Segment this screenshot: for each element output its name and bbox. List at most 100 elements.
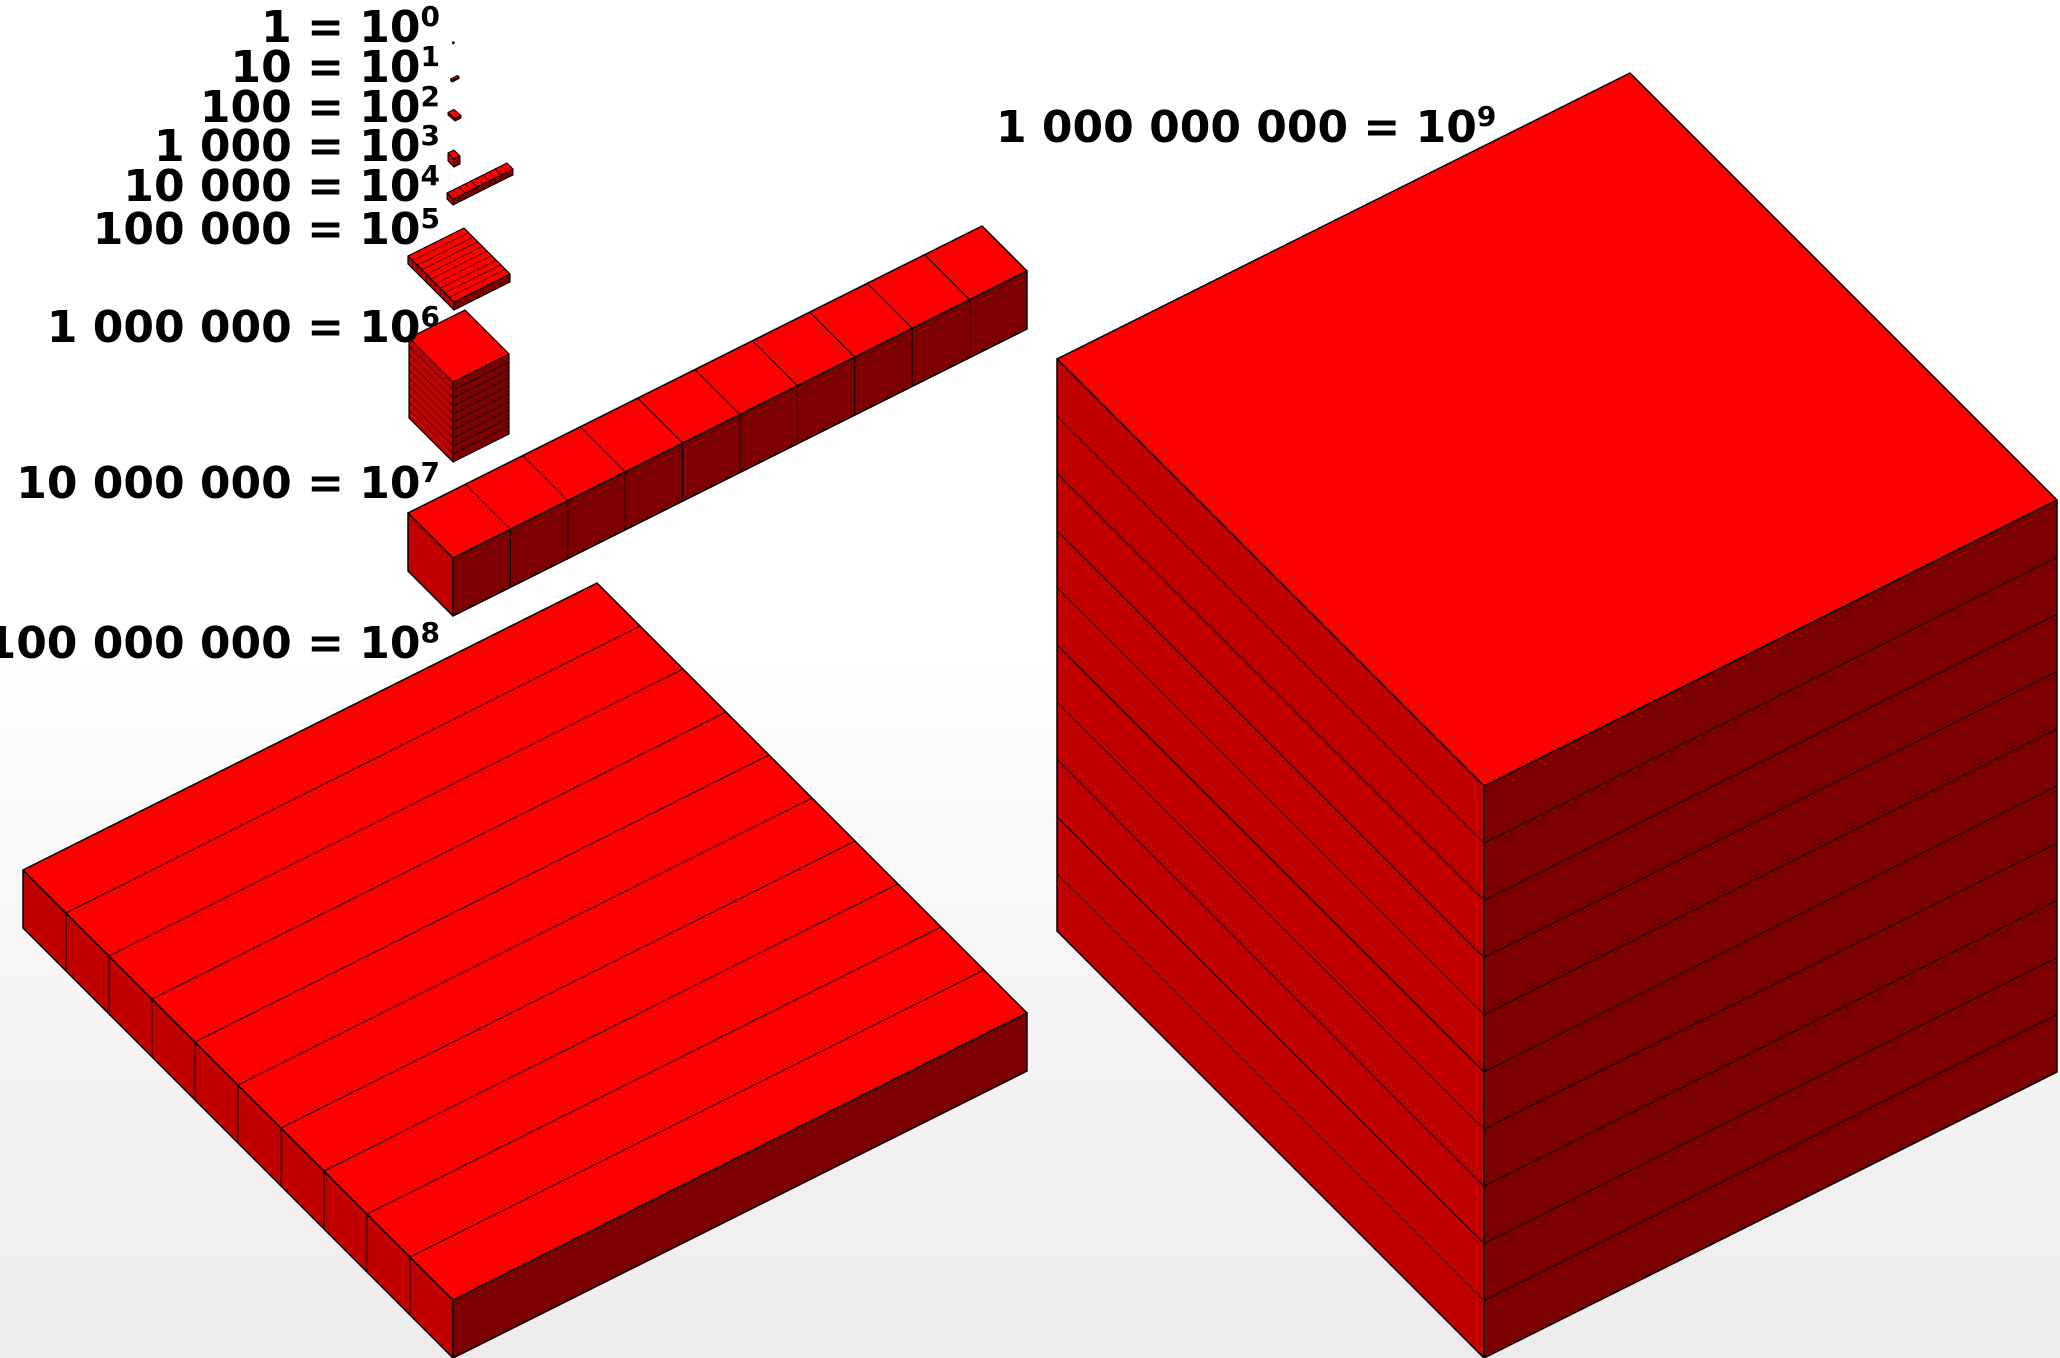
- label-10-pow-6-base: 10: [359, 302, 420, 353]
- block-10-pow-9-layer-line: [1056, 759, 1485, 1187]
- block-10-pow-7-unit-line: [809, 311, 856, 358]
- label-10-pow-4-base: 10: [359, 161, 420, 212]
- blocks-layer: [22, 41, 2058, 1358]
- block-10-pow-6-top-face: [408, 309, 510, 383]
- label-10-pow-8-exp: 8: [421, 616, 440, 649]
- label-10-pow-7: 10 000 000 = 107: [16, 456, 440, 509]
- block-10-pow-6-layer-line: [452, 409, 510, 439]
- block-10-pow-5-unit-line: [435, 255, 492, 284]
- block-10-pow-4-unit-line: [470, 180, 478, 188]
- block-10-pow-7-unit-line: [637, 397, 683, 444]
- block-10-pow-9-layer-line: [1483, 613, 2058, 901]
- block-10-pow-5-unit-line: [426, 246, 483, 275]
- block-10-pow-9-layer-line: [1483, 957, 2058, 1245]
- block-10-pow-5-unit-line: [430, 250, 488, 280]
- block-10-pow-9-layer-line: [1056, 473, 1485, 901]
- block-10-pow-9-layer-line: [1483, 728, 2058, 1016]
- block-10-pow-9-layer-line: [1483, 899, 2058, 1187]
- label-10-pow-9-exp: 9: [1477, 100, 1496, 133]
- block-10-pow-9-layer-line: [1056, 873, 1485, 1302]
- block-10-pow-6-layer-line: [452, 425, 510, 455]
- label-10-pow-4-value: 10 000: [123, 161, 291, 212]
- block-10-pow-4-unit-line: [494, 168, 502, 176]
- label-10-pow-3-base: 10: [359, 121, 420, 172]
- block-10-pow-6-layer-line: [452, 385, 510, 415]
- block-10-pow-7-unit-line: [924, 254, 970, 301]
- label-10-pow-7-value: 10 000 000: [16, 458, 292, 509]
- block-10-pow-6-layer-line: [452, 393, 510, 423]
- labels-layer: 1 = 100 10 = 101 100 = 102 1 000 = 103 1…: [0, 0, 1496, 669]
- block-10-pow-6-layer-line: [408, 409, 454, 455]
- block-10-pow-9-layer-line: [1056, 587, 1485, 1016]
- block-10-pow-9-layer-line: [1056, 701, 1485, 1130]
- label-10-pow-1-value: 10: [231, 42, 292, 93]
- block-10-pow-4-unit-line: [482, 174, 490, 182]
- block-10-pow-6-layer-line: [452, 417, 510, 447]
- label-10-pow-3-exp: 3: [421, 119, 440, 152]
- block-10-pow-6-layer-line: [408, 393, 454, 439]
- label-10-pow-3: 1 000 = 103: [154, 119, 440, 172]
- block-10-pow-8-unit-line: [151, 711, 727, 1000]
- block-10-pow-5-unit-line: [449, 269, 506, 298]
- block-10-pow-6-layer-line: [408, 377, 454, 423]
- block-10-pow-9-layer-line: [1056, 530, 1485, 958]
- block-10-pow-6-layer-line: [408, 369, 454, 415]
- block-10-pow-9-layer-line: [1483, 671, 2058, 959]
- block-10-pow-6-layer-line: [408, 345, 454, 391]
- block-10-pow-8-unit-line: [194, 754, 770, 1043]
- label-10-pow-0-value: 1: [261, 2, 292, 53]
- label-10-pow-1: 10 = 101: [231, 40, 440, 93]
- block-10-pow-6-layer-line: [408, 401, 454, 447]
- block-10-pow-6-layer-line: [452, 401, 510, 431]
- block-10-pow-7-unit-line: [866, 283, 913, 329]
- label-10-pow-5-base: 10: [359, 204, 420, 255]
- block-10-pow-9-layer-line: [1483, 556, 2058, 844]
- label-10-pow-5: 100 000 = 105: [93, 202, 440, 255]
- block-10-pow-6-layer-line: [452, 377, 510, 407]
- block-10-pow-3-top-face: [447, 149, 461, 160]
- block-10-pow-7-unit-line: [694, 369, 741, 415]
- block-10-pow-5-unit-line: [440, 259, 497, 289]
- label-10-pow-1-base: 10: [359, 42, 420, 93]
- block-10-pow-0-top-face: [451, 41, 455, 44]
- block-10-pow-5-unit-line: [412, 232, 469, 261]
- label-10-pow-6: 1 000 000 = 106: [47, 300, 440, 353]
- block-10-pow-8-unit-line: [108, 668, 684, 957]
- label-10-pow-9: 1 000 000 000 = 109: [996, 100, 1496, 153]
- block-10-pow-5-unit-line: [417, 236, 474, 266]
- block-10-pow-6-layer-line: [408, 385, 454, 431]
- block-10-pow-4-unit-line: [476, 177, 484, 185]
- label-10-pow-5-value: 100 000: [93, 204, 292, 255]
- block-10-pow-1-top-face: [450, 75, 460, 81]
- label-10-pow-7-exp: 7: [421, 456, 440, 489]
- block-10-pow-7-unit-line: [752, 340, 798, 387]
- block-10-pow-8-unit-line: [409, 969, 985, 1258]
- label-10-pow-2-exp: 2: [421, 80, 440, 113]
- label-10-pow-0: 1 = 100: [261, 0, 440, 53]
- block-10-pow-4-unit-line: [458, 186, 466, 194]
- block-10-pow-7-unit-line: [465, 483, 511, 530]
- block-10-pow-6-layer-line: [408, 361, 454, 407]
- block-10-pow-8-unit-line: [65, 625, 641, 914]
- block-10-pow-2-top-face: [447, 109, 462, 119]
- label-10-pow-6-value: 1 000 000: [47, 302, 292, 353]
- label-10-pow-1-exp: 1: [421, 40, 440, 73]
- block-10-pow-6-layer-line: [452, 369, 510, 399]
- block-10-pow-7-unit-line: [522, 455, 569, 501]
- label-10-pow-2-base: 10: [359, 82, 420, 133]
- block-10-pow-6-layer-line: [408, 353, 454, 399]
- label-10-pow-9-base: 10: [1416, 102, 1477, 153]
- block-10-pow-9-layer-line: [1056, 816, 1485, 1244]
- label-10-pow-2: 100 = 102: [200, 80, 440, 133]
- block-10-pow-9-layer-line: [1056, 415, 1485, 844]
- label-10-pow-8-base: 10: [359, 618, 420, 669]
- label-10-pow-3-value: 1 000: [154, 121, 292, 172]
- label-10-pow-2-value: 100: [200, 82, 292, 133]
- label-10-pow-6-exp: 6: [421, 300, 440, 333]
- block-10-pow-7-unit-line: [579, 426, 626, 473]
- label-10-pow-5-exp: 5: [421, 202, 440, 235]
- label-10-pow-7-base: 10: [359, 458, 420, 509]
- block-10-pow-5-unit-line: [421, 241, 478, 271]
- label-10-pow-0-base: 10: [359, 2, 420, 53]
